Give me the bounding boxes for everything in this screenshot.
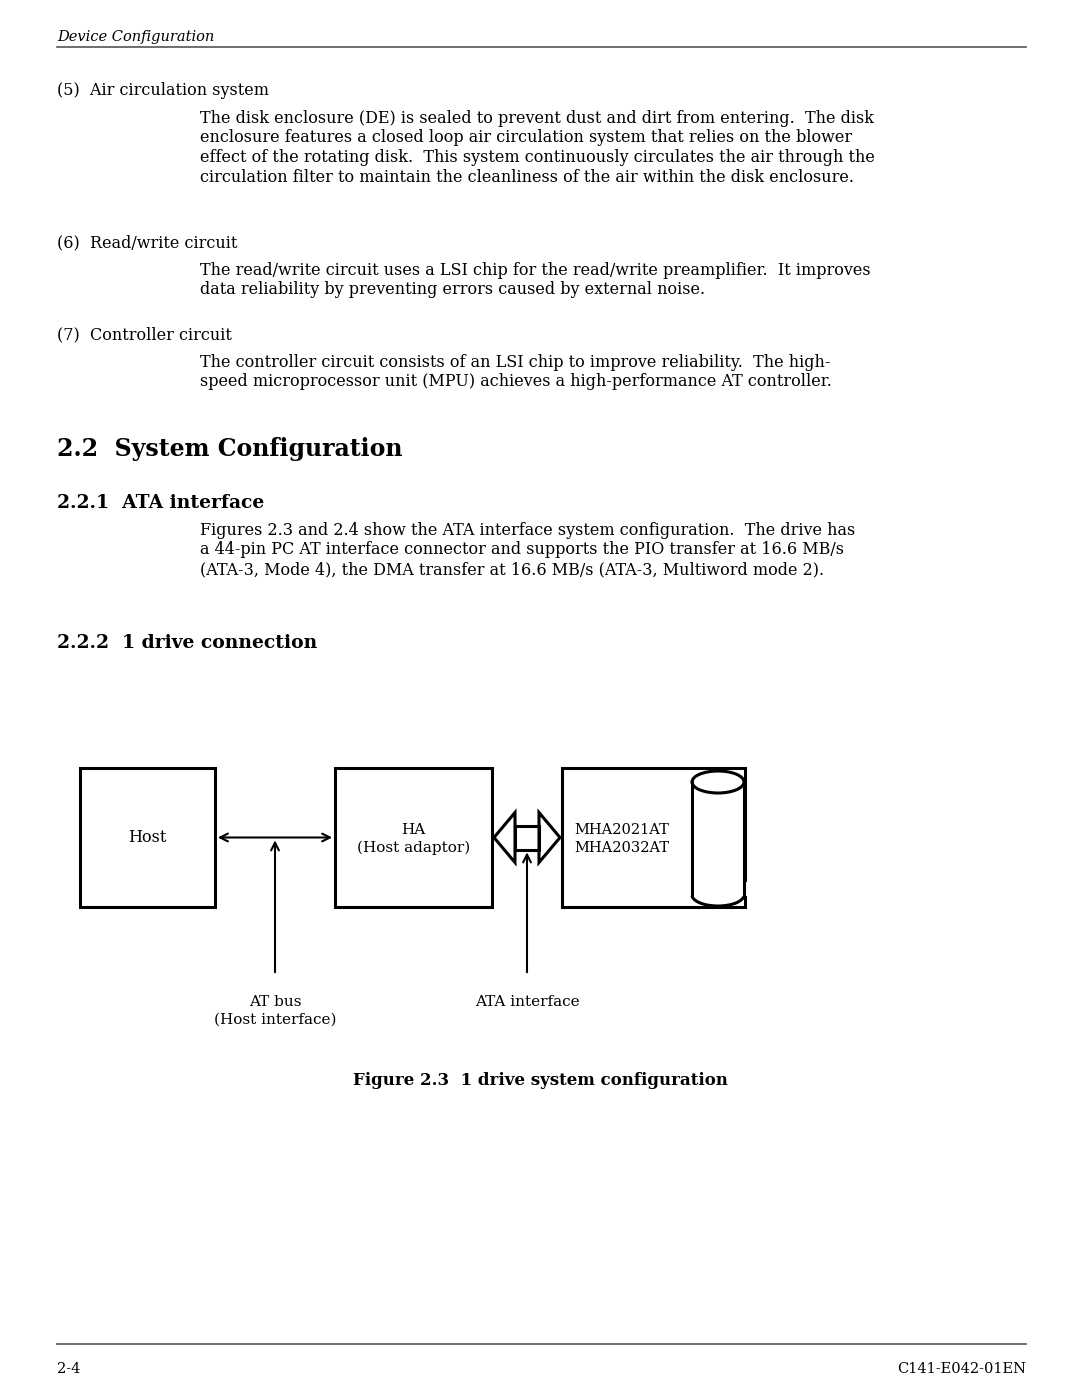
Text: (ATA-3, Mode 4), the DMA transfer at 16.6 MB/s (ATA-3, Multiword mode 2).: (ATA-3, Mode 4), the DMA transfer at 16.…: [200, 562, 824, 578]
Text: 2.2  System Configuration: 2.2 System Configuration: [57, 437, 403, 461]
Text: Host: Host: [129, 828, 166, 847]
Text: MHA2032AT: MHA2032AT: [573, 841, 670, 855]
Text: 2.2.1  ATA interface: 2.2.1 ATA interface: [57, 495, 265, 511]
Text: Figures 2.3 and 2.4 show the ATA interface system configuration.  The drive has: Figures 2.3 and 2.4 show the ATA interfa…: [200, 522, 855, 539]
Text: (Host interface): (Host interface): [214, 1013, 336, 1027]
Text: speed microprocessor unit (MPU) achieves a high-performance AT controller.: speed microprocessor unit (MPU) achieves…: [200, 373, 832, 391]
Text: AT bus: AT bus: [248, 995, 301, 1009]
Text: The read/write circuit uses a LSI chip for the read/write preamplifier.  It impr: The read/write circuit uses a LSI chip f…: [200, 263, 870, 279]
Text: a 44-pin PC AT interface connector and supports the PIO transfer at 16.6 MB/s: a 44-pin PC AT interface connector and s…: [200, 542, 843, 559]
Text: HA: HA: [402, 823, 426, 837]
Text: (Host adaptor): (Host adaptor): [356, 841, 470, 855]
Text: data reliability by preventing errors caused by external noise.: data reliability by preventing errors ca…: [200, 282, 705, 299]
Text: (7)  Controller circuit: (7) Controller circuit: [57, 326, 232, 344]
Text: enclosure features a closed loop air circulation system that relies on the blowe: enclosure features a closed loop air cir…: [200, 130, 852, 147]
Text: C141-E042-01EN: C141-E042-01EN: [897, 1362, 1026, 1376]
Text: The disk enclosure (DE) is sealed to prevent dust and dirt from entering.  The d: The disk enclosure (DE) is sealed to pre…: [200, 110, 874, 127]
Text: effect of the rotating disk.  This system continuously circulates the air throug: effect of the rotating disk. This system…: [200, 149, 875, 166]
Text: The controller circuit consists of an LSI chip to improve reliability.  The high: The controller circuit consists of an LS…: [200, 353, 831, 372]
Text: Figure 2.3  1 drive system configuration: Figure 2.3 1 drive system configuration: [352, 1071, 728, 1090]
Text: (6)  Read/write circuit: (6) Read/write circuit: [57, 235, 238, 251]
Polygon shape: [690, 882, 746, 895]
Text: Device Configuration: Device Configuration: [57, 29, 214, 43]
Text: 2-4: 2-4: [57, 1362, 80, 1376]
Text: MHA2021AT: MHA2021AT: [573, 823, 669, 837]
Text: (5)  Air circulation system: (5) Air circulation system: [57, 82, 269, 99]
Text: 2.2.2  1 drive connection: 2.2.2 1 drive connection: [57, 634, 318, 652]
Text: circulation filter to maintain the cleanliness of the air within the disk enclos: circulation filter to maintain the clean…: [200, 169, 854, 186]
Text: ATA interface: ATA interface: [475, 995, 579, 1009]
